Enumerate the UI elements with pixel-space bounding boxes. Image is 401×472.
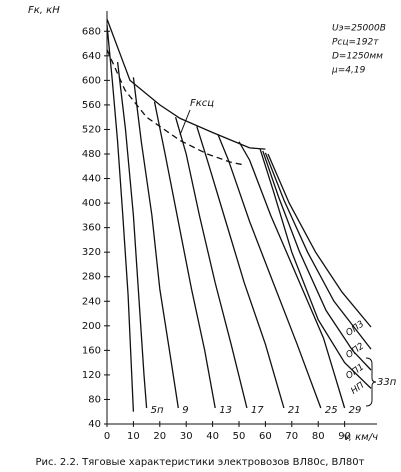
pointer [179, 109, 191, 136]
annotation: D=1250мм [332, 52, 383, 62]
y-tick-label: 360 [82, 223, 101, 234]
curve [174, 117, 248, 409]
x-tick-label: 30 [180, 431, 193, 442]
y-axis-label: Fк, кН [28, 5, 60, 16]
x-tick-label: 40 [206, 431, 219, 442]
curve [106, 18, 266, 150]
curve [262, 150, 372, 371]
y-tick-label: 240 [82, 296, 101, 307]
annotation: 33п [377, 377, 397, 388]
y-tick-label: 280 [82, 272, 101, 283]
curve-label: НП [349, 381, 366, 397]
y-tick-label: 560 [82, 100, 101, 111]
y-tick-label: 160 [82, 345, 101, 356]
curve-label: 25 [325, 405, 338, 416]
y-tick-label: 400 [82, 198, 101, 209]
x-axis-label: v, км/ч [344, 432, 378, 443]
annotation: Fксц [190, 98, 214, 109]
curve [196, 126, 285, 409]
annotation: Рсц=192т [332, 38, 379, 48]
y-tick-label: 680 [82, 26, 101, 37]
y-tick-label: 440 [82, 174, 101, 185]
x-tick-label: 90 [338, 431, 351, 442]
brace [365, 357, 377, 407]
caption: Рис. 2.2. Тяговые характеристики электро… [36, 457, 365, 468]
curve [264, 152, 372, 350]
x-tick-label: 70 [285, 431, 298, 442]
y-tick-label: 80 [88, 394, 101, 405]
curve [106, 49, 245, 166]
annotation: Uэ=25000В [332, 24, 386, 34]
curve [132, 77, 179, 409]
y-tick-label: 640 [82, 51, 101, 62]
curve [267, 153, 372, 328]
curve-label: 9 [182, 405, 188, 416]
y-tick-label: 320 [82, 247, 101, 258]
curve-label: 5п [151, 405, 164, 416]
x-tick-label: 60 [259, 431, 272, 442]
annotation: μ=4,19 [331, 66, 366, 76]
curve-label: 13 [219, 405, 232, 416]
x-tick-label: 80 [312, 431, 325, 442]
curve-label: 29 [349, 405, 362, 416]
curve [153, 101, 216, 409]
curve [106, 25, 135, 412]
curve-label: 17 [251, 405, 264, 416]
curve [238, 141, 346, 409]
y-tick-label: 120 [82, 370, 101, 381]
y-tick-label: 480 [82, 149, 101, 160]
y-tick-label: 520 [82, 124, 101, 135]
curve [217, 134, 322, 409]
curve [116, 61, 148, 409]
curve [259, 148, 372, 389]
x-tick-label: 50 [233, 431, 246, 442]
y-tick-label: 40 [88, 419, 101, 430]
x-tick-label: 20 [153, 431, 166, 442]
y-tick-label: 600 [82, 75, 101, 86]
x-tick-label: 0 [104, 431, 110, 442]
curve-label: 21 [288, 405, 301, 416]
y-tick-label: 200 [82, 321, 101, 332]
curve-label: ОП3 [344, 319, 366, 339]
x-tick-label: 10 [127, 431, 140, 442]
